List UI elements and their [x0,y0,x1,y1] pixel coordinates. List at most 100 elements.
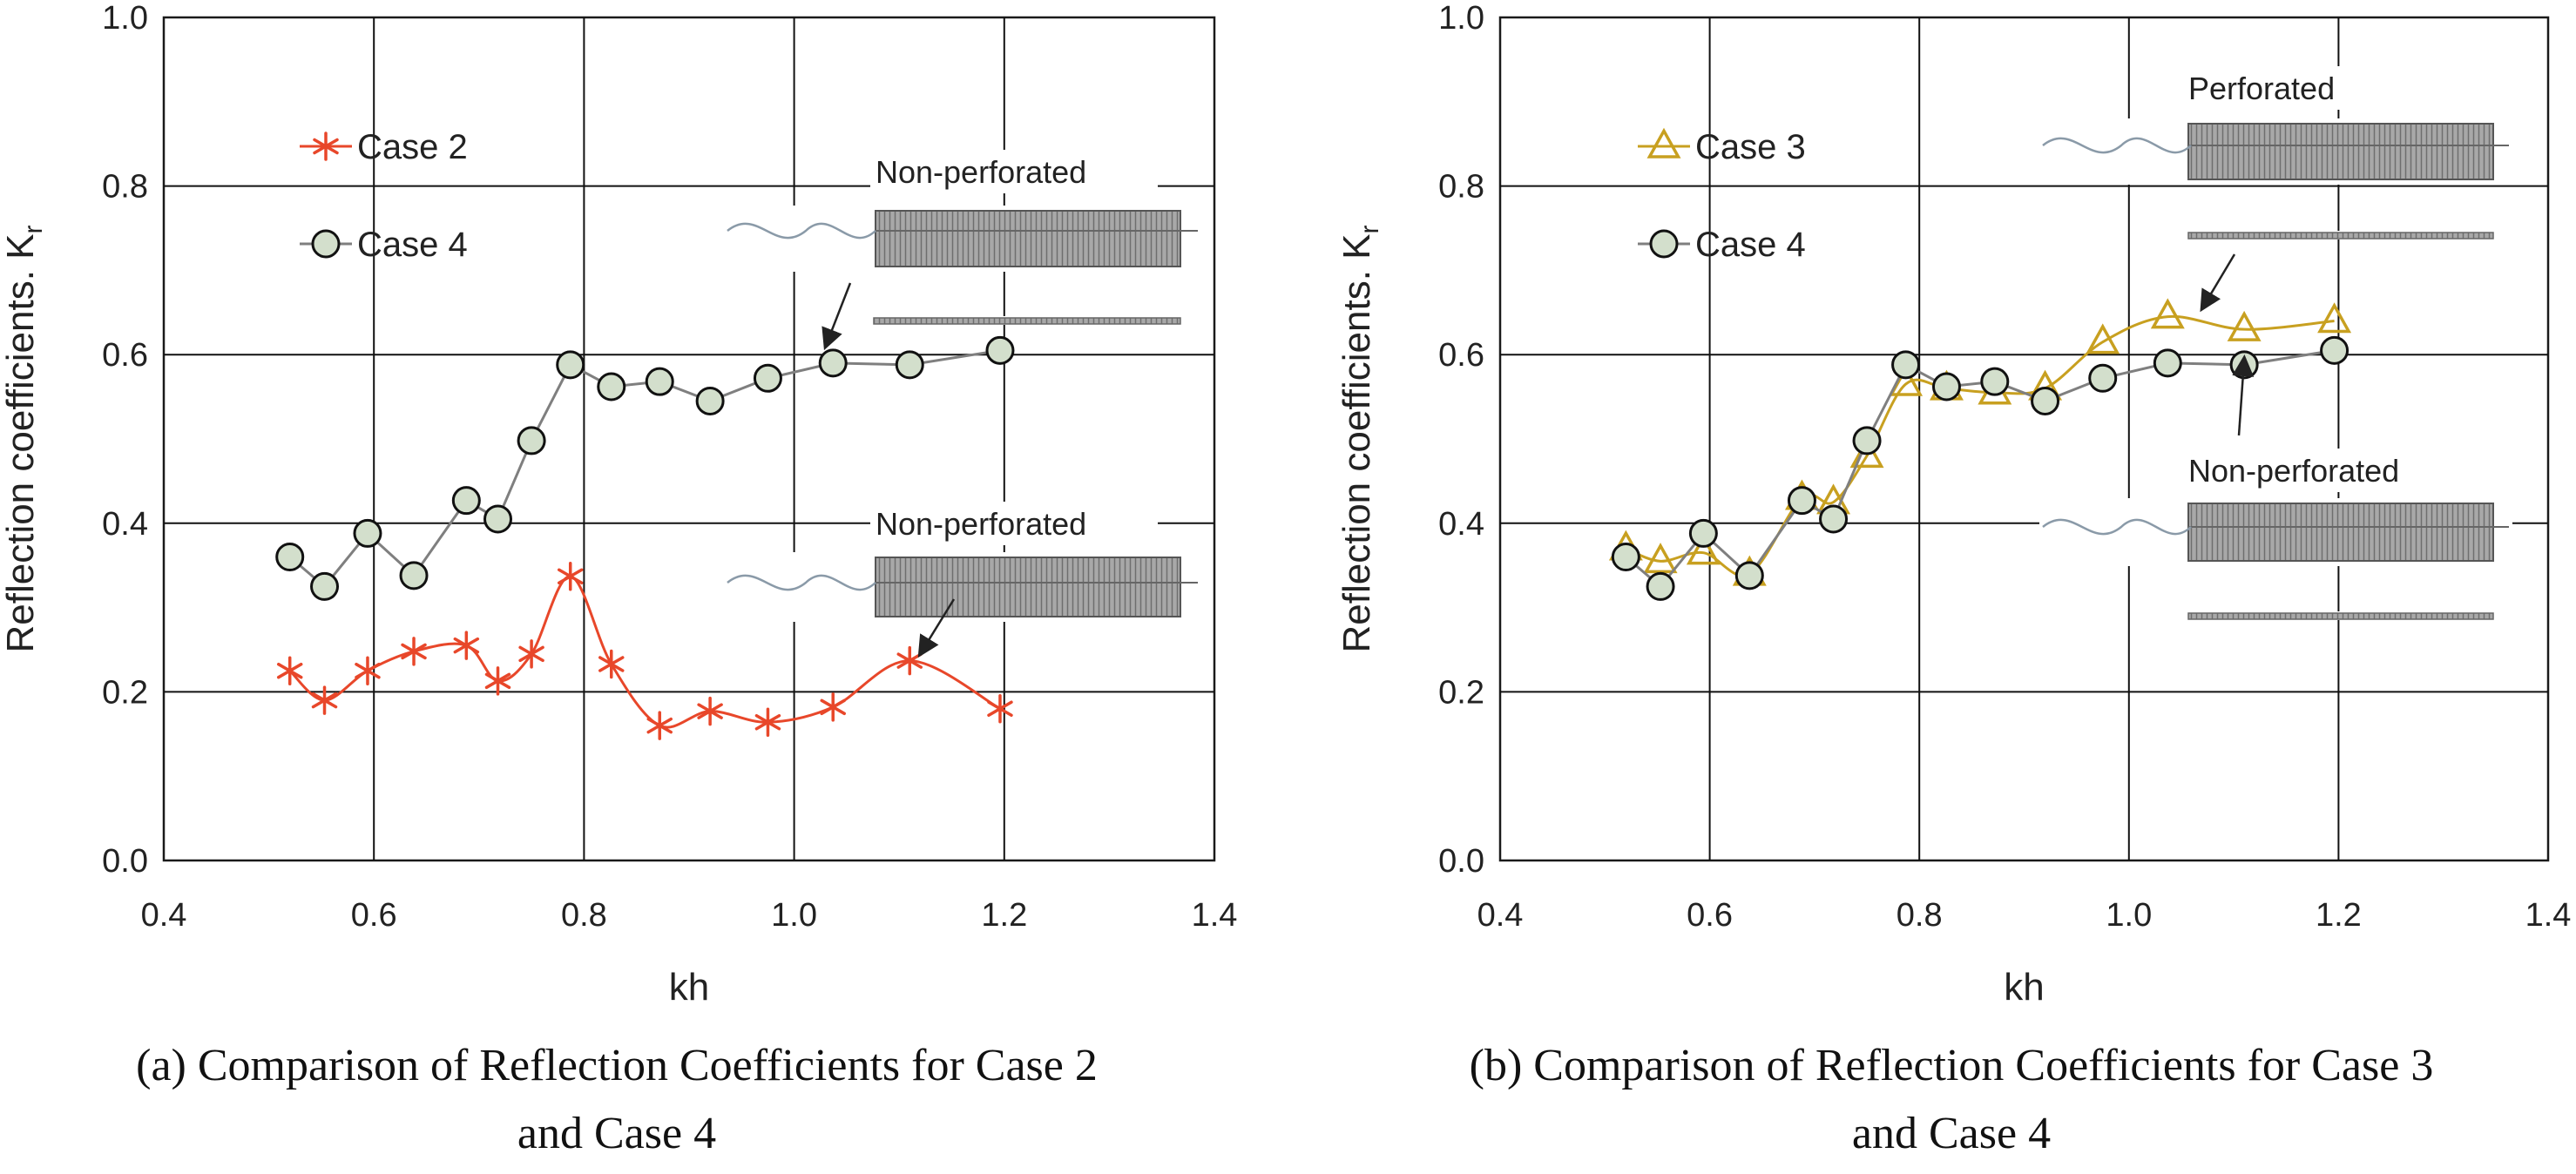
y-axis-title-main: Reflection coefficients. K [1335,234,1378,653]
figure-caption-line1: (b) Comparison of Reflection Coefficient… [1470,1041,2434,1090]
data-point-case-2 [896,645,923,676]
data-point-case-2 [598,649,625,679]
data-point-case-4 [1980,367,2010,396]
annotation-label: Non-perforated [876,506,1086,542]
annotation-label: Perforated [2188,71,2335,106]
wave-icon [2042,518,2192,536]
legend-label: Case 2 [357,128,468,166]
data-point-case-4 [597,372,626,401]
legend-label: Case 4 [357,226,468,264]
annotation-label-backdrop [870,502,1158,545]
data-point-case-3 [2227,310,2262,341]
annotation-label: Non-perforated [2188,453,2399,489]
y-tick-label: 1.0 [102,0,148,37]
data-point-case-4 [1611,543,1640,572]
x-tick-label: 1.0 [771,897,817,934]
data-point-case-4 [2088,363,2118,393]
y-tick-label: 0.2 [102,674,148,711]
submerged-plate [873,317,1181,325]
data-point-case-2 [311,685,338,715]
figure-caption-line1: (a) Comparison of Reflection Coefficient… [136,1041,1098,1090]
x-tick-label: 0.4 [141,897,187,934]
x-tick-label: 1.2 [2316,897,2362,934]
data-point-case-2 [557,562,584,591]
asterisk-stroke [557,568,584,585]
y-axis-title-subscript: r [1356,226,1384,234]
asterisk-stroke [401,643,427,660]
annotation-label-backdrop [2183,66,2471,110]
x-tick-label: 1.2 [981,897,1027,934]
asterisk-stroke [355,662,381,679]
data-point-case-2 [820,692,846,722]
data-point-case-2 [453,631,480,660]
asterisk-stroke [518,645,544,663]
y-tick-label: 0.4 [1438,506,1484,543]
annotation-label-backdrop [2183,449,2471,492]
annotation-label-backdrop [870,150,1158,193]
y-tick-label: 0.6 [102,337,148,374]
data-point-case-4 [895,350,924,380]
asterisk-stroke [311,692,338,709]
data-point-case-2 [697,696,723,726]
legend-marker [313,132,339,161]
y-axis-title-subscript: r [19,226,48,234]
data-point-case-2 [518,639,544,669]
figure-caption-line2: and Case 4 [517,1109,716,1158]
data-point-case-4 [517,426,546,455]
data-point-case-4 [556,350,585,380]
data-point-case-2 [484,666,511,696]
asterisk-stroke [987,700,1013,718]
annotation-arrow [917,598,956,658]
data-point-case-4 [399,561,429,590]
y-axis-title: Reflection coefficients. Kr [0,226,48,653]
data-point-case-4 [2031,386,2060,415]
legend-marker [311,229,341,259]
data-point-case-2 [987,694,1013,724]
x-tick-label: 1.4 [2525,897,2572,934]
asterisk-stroke [276,662,303,679]
chart-panel-b: 0.4 0.6 0.8 1.0 1.2 1.4 0.0 0.2 0.4 0.6 0.8 1.0 kh Re… [1335,0,2571,1158]
x-tick-label: 0.4 [1477,897,1524,934]
y-axis-title-main: Reflection coefficients. K [0,234,42,653]
y-tick-label: 0.2 [1438,674,1484,711]
data-point-case-4 [1646,571,1675,601]
breakwater-block [875,557,1181,617]
y-tick-label: 0.8 [1438,169,1484,206]
data-point-case-4 [1891,350,1921,380]
data-point-case-4 [275,543,305,572]
y-tick-label: 0.6 [1438,337,1484,374]
wave-icon [2042,137,2192,154]
data-point-case-3 [1643,543,1678,574]
breakwater-block [875,210,1181,267]
breakwater-block [2187,123,2494,180]
asterisk-stroke [646,717,673,734]
data-point-case-4 [483,504,513,534]
x-axis-title: kh [2004,966,2044,1009]
asterisk-stroke [484,672,511,690]
data-point-case-4 [1787,486,1816,516]
asterisk-stroke [453,637,480,654]
data-point-case-4 [645,367,674,396]
x-tick-label: 1.0 [2106,897,2152,934]
submerged-plate [2187,612,2494,620]
y-tick-label: 0.8 [102,169,148,206]
data-point-case-4 [695,386,725,415]
x-axis-title: kh [669,966,709,1009]
y-tick-label: 1.0 [1438,0,1484,37]
data-point-case-2 [754,707,781,737]
asterisk-stroke [697,703,723,719]
submerged-plate [2187,232,2494,240]
wave-icon [727,574,876,591]
x-tick-label: 0.6 [1687,897,1733,934]
legend-label: Case 3 [1695,128,1806,166]
annotation-arrow [2232,354,2255,436]
chart-panel-a: 0.4 0.6 0.8 1.0 1.2 1.4 0.0 0.2 0.4 0.6 0.8 1.0 kh Re… [0,0,1237,1158]
asterisk-stroke [820,698,846,716]
y-tick-label: 0.4 [102,506,148,543]
breakwater-block [2187,503,2494,562]
series-line-case-3 [1625,314,2335,577]
asterisk-stroke [896,652,923,669]
x-tick-label: 0.6 [351,897,397,934]
data-point-case-4 [1852,426,1882,455]
y-tick-label: 0.0 [1438,843,1484,880]
